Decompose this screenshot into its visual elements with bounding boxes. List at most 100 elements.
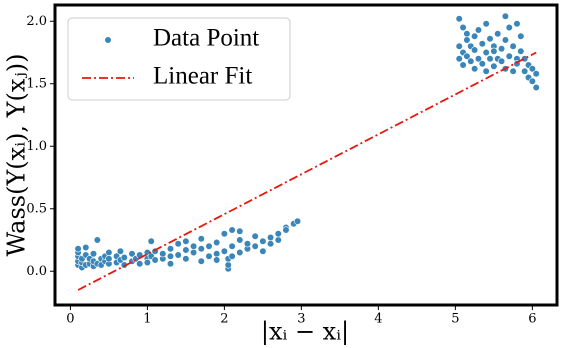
data-point [197, 235, 205, 243]
data-point [459, 61, 467, 69]
data-point [486, 55, 494, 63]
data-point [501, 12, 510, 20]
y-tick-label: 1.0 [26, 139, 47, 154]
data-point [505, 23, 513, 32]
data-point [482, 67, 490, 75]
data-point [505, 52, 513, 60]
data-point [151, 256, 159, 264]
data-point [189, 242, 198, 250]
data-point [474, 55, 483, 63]
data-point [128, 250, 136, 258]
data-point [236, 248, 244, 257]
data-point [224, 261, 232, 269]
data-point [490, 62, 498, 70]
data-point [182, 237, 190, 245]
data-point [213, 250, 221, 258]
data-point [282, 226, 290, 234]
data-point [89, 250, 98, 258]
data-point [166, 245, 175, 253]
data-point [74, 245, 82, 253]
data-point [220, 247, 228, 255]
data-point [517, 47, 525, 55]
x-tick-label: 4 [374, 312, 382, 327]
data-point [120, 253, 128, 262]
data-point [521, 67, 529, 75]
x-tick-label: 5 [451, 312, 459, 327]
legend-label: Linear Fit [153, 63, 252, 90]
plot-frame [53, 3, 559, 307]
y-tick-label: 0.0 [26, 264, 47, 279]
data-point [197, 245, 205, 253]
data-point [482, 20, 490, 28]
data-point [478, 60, 486, 68]
data-point [82, 243, 90, 252]
data-point [455, 15, 463, 23]
data-point [532, 83, 540, 92]
data-point [251, 232, 259, 240]
x-tick-label: 6 [528, 312, 536, 327]
data-point [205, 242, 213, 250]
data-point [528, 65, 536, 73]
data-point [143, 258, 151, 267]
data-point [159, 250, 167, 258]
data-point [478, 40, 486, 48]
data-point [174, 240, 182, 248]
data-point [471, 32, 479, 40]
data-point [228, 252, 236, 260]
data-point [274, 230, 282, 238]
data-point [116, 247, 125, 255]
data-point [136, 260, 144, 268]
data-point [471, 65, 479, 73]
data-point [251, 242, 259, 250]
data-point [274, 236, 282, 244]
data-point [182, 246, 190, 254]
x-tick-label: 0 [66, 312, 74, 327]
data-point [220, 230, 228, 238]
data-point [494, 30, 502, 38]
legend-label: Data Point [153, 25, 259, 52]
data-point [532, 70, 540, 78]
data-point [463, 30, 471, 38]
data-point [213, 238, 221, 247]
data-point [474, 26, 483, 34]
data-point [509, 42, 517, 50]
y-tick-label: 1.5 [26, 76, 47, 91]
data-point [471, 46, 479, 54]
fit-line [77, 51, 537, 291]
data-point [205, 252, 213, 260]
y-axis-label: Wass(Y(xᵢ), Y(xⱼ)) [3, 54, 31, 257]
data-point [528, 77, 536, 85]
data-point [497, 45, 506, 53]
data-point [236, 236, 244, 244]
x-tick-label: 3 [297, 312, 305, 327]
data-point [259, 247, 267, 255]
data-point [501, 36, 510, 44]
data-point [182, 255, 190, 263]
data-point [463, 52, 471, 60]
data-point [455, 42, 463, 50]
data-point [467, 57, 475, 65]
data-point [228, 226, 236, 234]
data-point [509, 67, 517, 75]
data-point [213, 256, 221, 264]
data-point [105, 255, 113, 263]
x-axis-label: |xᵢ − xᵢ| [261, 318, 349, 347]
y-tick-label: 2.0 [26, 14, 47, 29]
data-point [105, 248, 113, 257]
x-tick-label: 1 [143, 312, 151, 327]
data-point [293, 217, 302, 225]
x-tick-label: 2 [220, 312, 228, 327]
data-point [259, 237, 267, 245]
data-point [166, 260, 175, 268]
data-point [174, 251, 182, 259]
data-point [228, 242, 236, 250]
data-point [166, 252, 175, 260]
data-point [243, 240, 252, 248]
legend-box [67, 17, 291, 101]
data-point [517, 32, 525, 40]
data-point [93, 236, 101, 244]
data-point [459, 23, 467, 32]
data-point [482, 48, 490, 57]
data-point [497, 57, 506, 65]
